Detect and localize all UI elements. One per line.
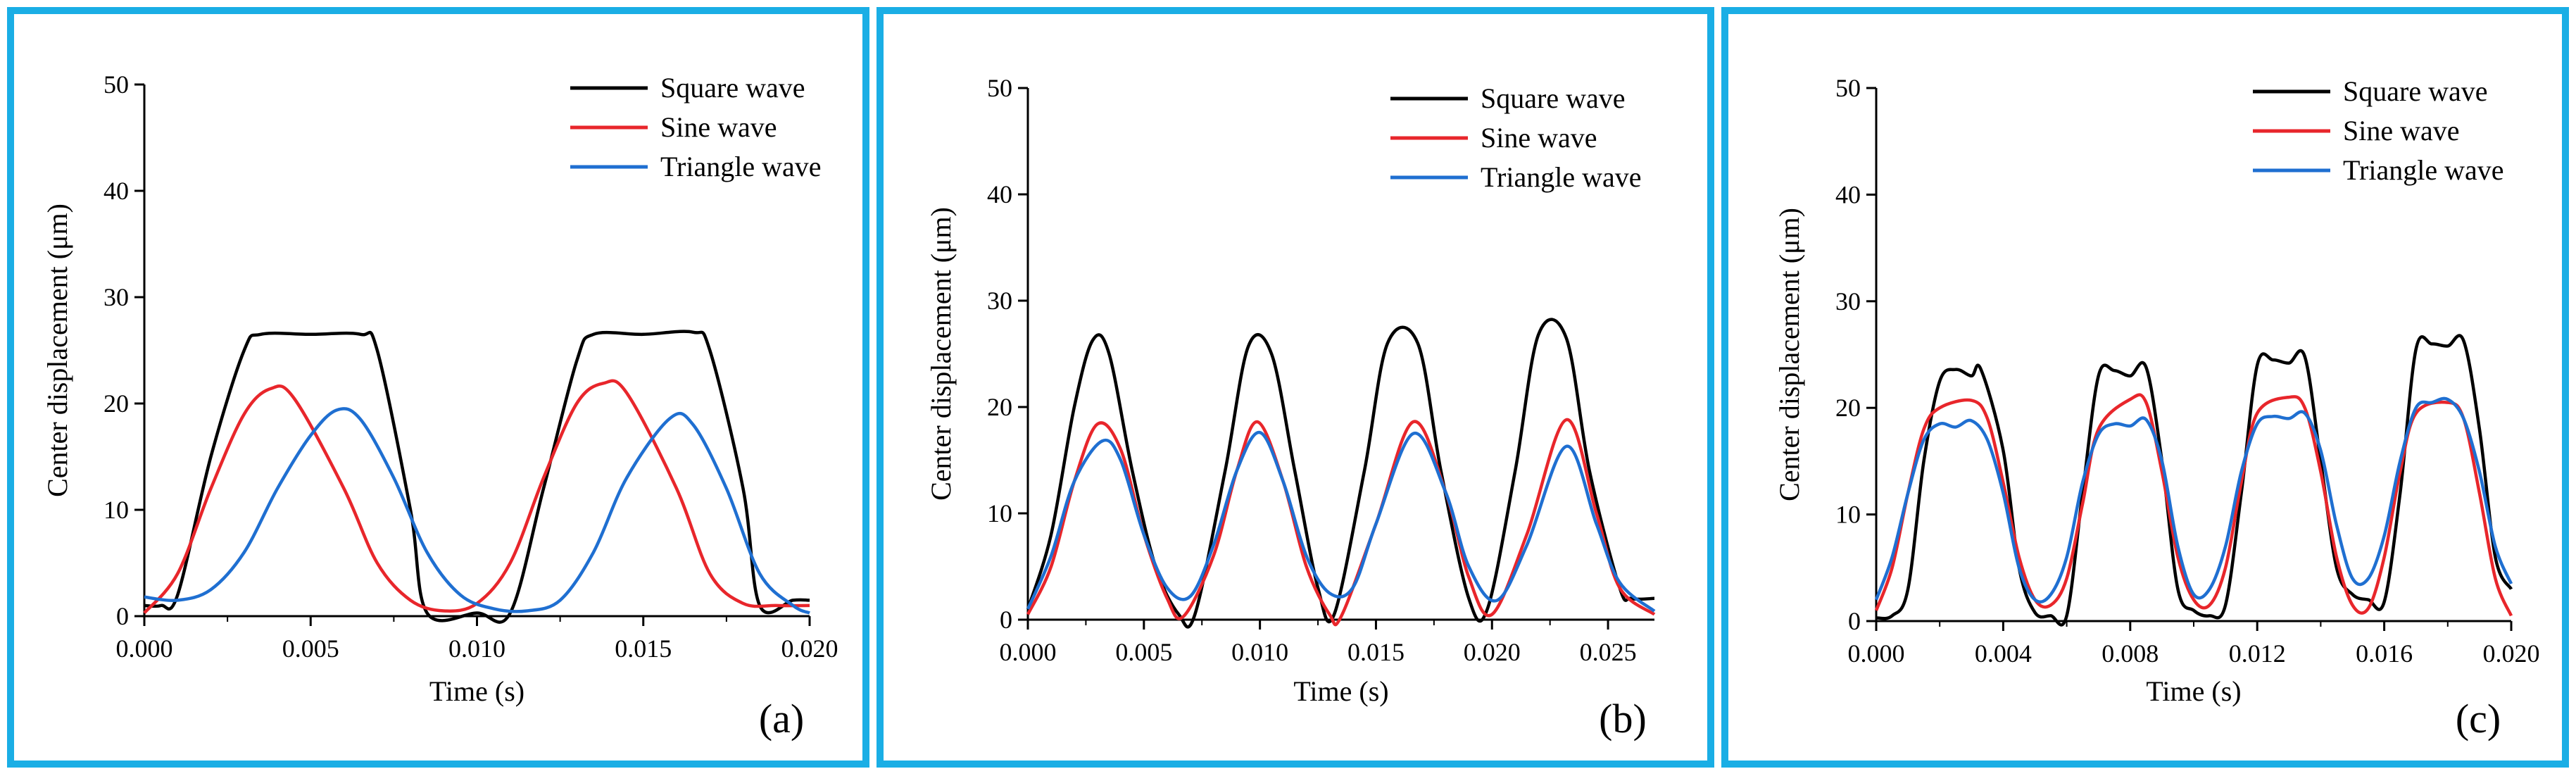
panel-c: 0 10 20 30 40 50 0.000 0.004 0.008 0.012 0.016 0.02… [1721, 7, 2569, 768]
y-axis-title: Center displacement (μm) [925, 207, 957, 501]
panel-a: 0 10 20 30 40 50 0.000 0.005 0.010 0.015 0.020 Time… [7, 7, 869, 768]
x-tick-label: 0.020 [781, 634, 838, 663]
x-tick-label: 0.012 [2229, 639, 2286, 668]
y-axis-title: Center displacement (μm) [42, 204, 73, 497]
series-line-sine-wave [1026, 418, 1656, 627]
x-tick-label: 0.020 [2483, 639, 2540, 668]
x-tick-label: 0.000 [1000, 638, 1057, 666]
x-tick-label: 0.010 [448, 634, 505, 663]
x-tick-label: 0.005 [1115, 638, 1172, 666]
y-tick-label: 10 [103, 496, 129, 524]
y-tick-label: 30 [987, 287, 1012, 315]
x-tick-label: 0.008 [2101, 639, 2159, 668]
y-tick-label: 30 [103, 283, 129, 311]
series-line-sine-wave [143, 379, 810, 615]
x-tick-label: 0.005 [282, 634, 339, 663]
legend-label: Square wave [660, 72, 805, 104]
legend-label: Sine wave [2343, 115, 2460, 146]
panel-label: (c) [2456, 696, 2501, 741]
y-tick-label: 0 [1848, 607, 1861, 635]
y-tick-label: 50 [1835, 74, 1861, 102]
panel-b: 0 10 20 30 40 50 0.000 0.005 0.010 0.015 0.020 0.02… [877, 7, 1714, 768]
y-tick-label: 20 [987, 393, 1012, 421]
y-tick-label: 50 [103, 70, 129, 99]
legend-label: Triangle wave [2343, 154, 2503, 186]
x-tick-label: 0.025 [1580, 638, 1637, 666]
legend-label: Triangle wave [1481, 161, 1641, 193]
x-tick-label: 0.020 [1464, 638, 1521, 666]
legend-label: Triangle wave [660, 151, 821, 182]
series-line-triangle-wave [144, 407, 810, 615]
y-tick-label: 10 [1835, 501, 1861, 529]
series-line-triangle-wave [1874, 396, 2513, 603]
panel-label: (a) [759, 696, 804, 741]
x-tick-label: 0.016 [2356, 639, 2413, 668]
legend-label: Square wave [2343, 75, 2487, 107]
y-tick-label: 50 [987, 74, 1012, 102]
legend-label: Square wave [1481, 82, 1625, 114]
x-tick-label: 0.015 [615, 634, 672, 663]
y-tick-label: 0 [116, 602, 129, 630]
y-tick-label: 20 [1835, 394, 1861, 422]
y-tick-label: 20 [103, 389, 129, 418]
y-tick-label: 40 [103, 177, 129, 205]
legend-label: Sine wave [1481, 122, 1597, 154]
chart-a: 0 10 20 30 40 50 0.000 0.005 0.010 0.015 0.020 Time… [42, 70, 838, 741]
x-axis-title: Time (s) [1293, 675, 1388, 707]
x-tick-label: 0.004 [1975, 639, 2032, 668]
x-tick-label: 0.015 [1347, 638, 1405, 666]
series-line-square-wave [1026, 318, 1655, 629]
y-axis-title: Center displacement (μm) [1773, 208, 1805, 501]
x-tick-label: 0.000 [116, 634, 173, 663]
x-axis-title: Time (s) [429, 675, 524, 707]
chart-b: 0 10 20 30 40 50 0.000 0.005 0.010 0.015 0.020 0.02… [925, 74, 1656, 741]
series-line-sine-wave [1874, 393, 2513, 617]
x-tick-label: 0.000 [1848, 639, 1905, 668]
chart-c: 0 10 20 30 40 50 0.000 0.004 0.008 0.012 0.016 0.02… [1773, 74, 2540, 741]
y-tick-label: 40 [1835, 180, 1861, 208]
legend-label: Sine wave [660, 111, 777, 143]
y-tick-label: 0 [1000, 606, 1012, 634]
panel-label: (b) [1599, 696, 1647, 741]
series-line-square-wave [144, 330, 810, 624]
y-tick-label: 40 [987, 180, 1012, 208]
x-tick-label: 0.010 [1231, 638, 1288, 666]
y-tick-label: 30 [1835, 287, 1861, 315]
series-line-square-wave [1876, 334, 2513, 627]
y-tick-label: 10 [987, 499, 1012, 527]
x-axis-title: Time (s) [2146, 675, 2241, 707]
series-line-triangle-wave [1026, 430, 1656, 613]
